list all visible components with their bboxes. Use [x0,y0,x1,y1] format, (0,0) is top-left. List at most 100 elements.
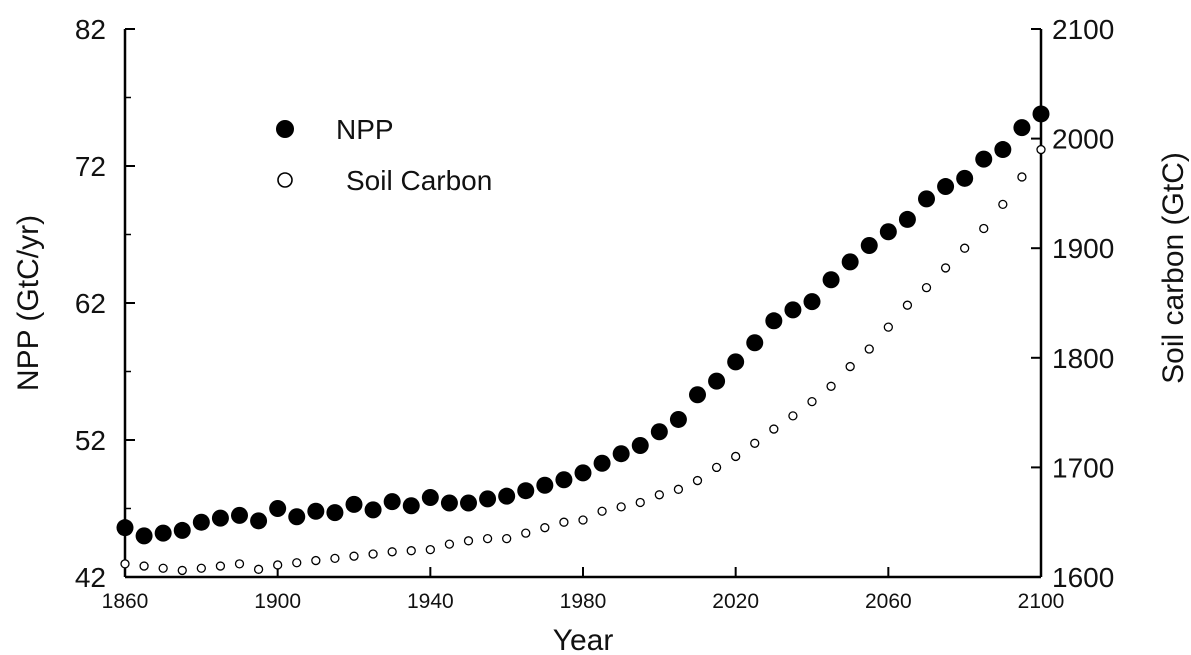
npp-point [269,500,287,517]
soil-carbon-point [711,462,722,473]
npp-point [1013,119,1031,137]
soil-carbon-point [502,533,512,544]
npp-point [421,489,439,507]
soil-carbon-point [1036,144,1046,155]
soil-carbon-point [921,283,932,293]
x-tick-label: 1900 [254,590,301,613]
soil-carbon-point [349,551,359,561]
npp-point [765,312,783,330]
npp-point [116,519,134,537]
npp-point [860,236,878,254]
right-y-tick-label: 2000 [1052,124,1114,155]
soil-carbon-point [616,502,626,512]
soil-carbon-point [578,515,588,525]
npp-point [211,509,229,527]
soil-carbon-point [330,553,340,564]
npp-point [1032,105,1050,123]
right-y-tick-label: 2100 [1052,14,1114,45]
right-y-tick-label: 1800 [1052,343,1114,374]
soil-carbon-point [559,517,569,527]
npp-point [402,497,420,515]
tick-layer: 1860 1900 1940 1980 2020 2060 2100 42 52 62 72 82 16… [75,14,1114,613]
npp-point [326,504,344,522]
right-y-tick-label: 1600 [1052,562,1114,593]
left-y-tick-label: 42 [75,562,106,593]
soil-carbon-point [540,523,550,533]
npp-point [536,476,554,494]
right-y-tick-label: 1900 [1052,233,1114,264]
npp-point [994,141,1012,159]
legend-soil-carbon-label: Soil Carbon [346,165,492,196]
npp-point [669,410,687,428]
soil-carbon-point [692,475,703,486]
npp-point [727,353,745,371]
soil-carbon-point [120,559,130,569]
npp-point [135,527,153,545]
legend-npp-label: NPP [336,114,394,145]
soil-carbon-point [940,263,951,273]
soil-carbon-point [635,497,645,508]
soil-carbon-point [463,536,474,546]
soil-carbon-point [883,322,893,332]
legend-npp-marker [276,120,294,138]
soil-carbon-point [673,484,684,494]
x-tick-label: 1860 [102,590,149,613]
npp-point [918,190,935,208]
npp-series [116,105,1050,545]
data-points-layer [116,105,1050,576]
soil-carbon-point [406,546,416,556]
npp-point [784,301,802,319]
npp-point [879,223,897,241]
left-y-tick-label: 52 [75,425,106,456]
soil-carbon-point [139,561,149,571]
right-y-tick-label: 1700 [1052,452,1114,483]
npp-point [956,169,974,187]
soil-carbon-point [368,549,378,559]
npp-point [689,386,706,404]
x-tick-label: 2020 [712,590,759,613]
npp-point [307,502,325,520]
x-tick-label: 1940 [407,590,454,613]
x-tick-label: 2060 [865,590,912,613]
npp-point [517,482,535,500]
npp-point [612,445,630,463]
soil-carbon-point [979,223,989,234]
npp-point [937,178,955,196]
npp-point [593,454,611,472]
left-y-tick-label: 82 [75,14,106,45]
soil-carbon-point [864,344,874,354]
soil-carbon-point [444,539,455,549]
soil-carbon-point [769,424,779,434]
npp-point [173,521,191,539]
left-y-tick-label: 62 [75,288,106,319]
soil-carbon-point [521,528,531,538]
soil-carbon-point [654,490,664,500]
soil-carbon-point [273,560,283,570]
npp-point [822,271,840,289]
soil-carbon-point [1017,172,1027,182]
soil-carbon-point [196,563,206,573]
soil-carbon-point [807,396,817,407]
npp-point [288,508,306,526]
soil-carbon-point [731,451,741,462]
npp-point [650,423,668,441]
x-tick-label: 2100 [1018,590,1065,613]
npp-point [231,506,248,524]
legend-soil-carbon-marker [277,172,293,188]
soil-carbon-point [750,438,760,448]
soil-carbon-point [177,565,187,576]
soil-carbon-point [597,506,607,516]
npp-point [574,464,592,482]
soil-carbon-point [960,243,970,253]
npp-point [479,490,497,508]
legend: NPP Soil Carbon [276,114,492,196]
npp-point [555,471,573,489]
soil-carbon-point [902,300,913,310]
npp-point [192,513,210,531]
npp-point [154,524,172,542]
x-tick-label: 1980 [560,590,607,613]
npp-point [898,210,916,228]
soil-carbon-point [253,564,264,574]
